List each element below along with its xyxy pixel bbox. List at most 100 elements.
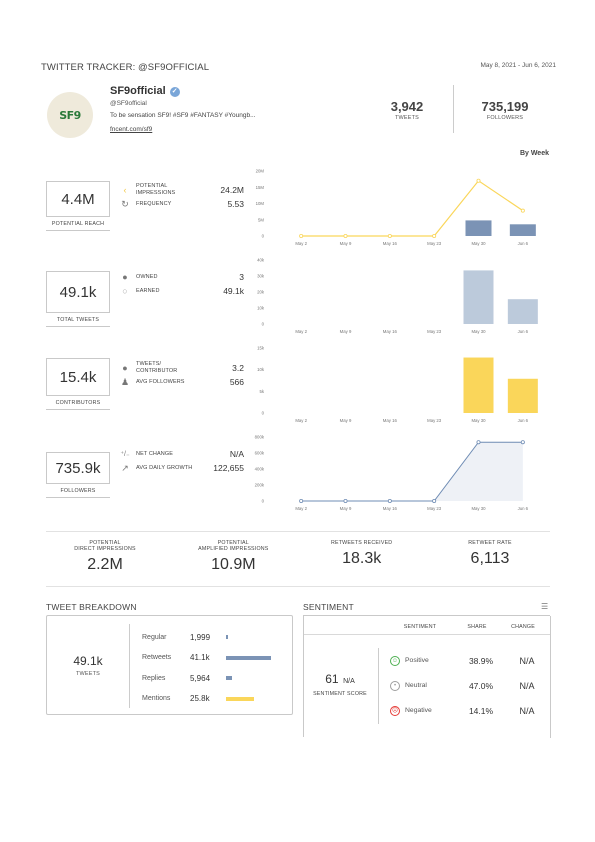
plus-minus-icon: ⁺/₋ [120, 451, 130, 458]
by-week-label[interactable]: By Week [519, 150, 549, 157]
summary-amplified-impressions: POTENTIAL AMPLIFIED IMPRESSIONS 10.9M [198, 540, 269, 573]
metric-value: 49.1k [223, 286, 244, 296]
kpi-value: 15.4k [59, 368, 97, 386]
profile-link[interactable]: fncent.com/sf9 [110, 126, 153, 133]
metric-value: 24.2M [220, 184, 244, 195]
metric-label: NET CHANGE [136, 450, 173, 457]
summary-direct-impressions: POTENTIAL DIRECT IMPRESSIONS 2.2M [74, 540, 136, 573]
metric-label: FREQUENCY [136, 200, 172, 207]
growth-chart-icon: ↗ [121, 462, 129, 473]
kpi-value: 735.9k [55, 459, 101, 477]
breakdown-bar [226, 655, 271, 660]
kpi-underline [46, 326, 110, 327]
divider [453, 85, 454, 133]
profile-name-text: SF9official [110, 85, 166, 97]
summary-row: POTENTIAL DIRECT IMPRESSIONS 2.2M POTENT… [45, 540, 550, 574]
weekly-charts: 20M 15M 10M 5M 0 May 2 May 9 May 16 May 23 May 30… [255, 169, 538, 511]
x-tick-label: May 23 [427, 329, 442, 334]
data-point [343, 233, 348, 238]
breakdown-value: 25.8k [190, 694, 210, 704]
panel-edge [550, 616, 551, 738]
bar [463, 270, 494, 324]
kpi-value-box: 735.9k [46, 452, 110, 484]
bar [507, 299, 538, 324]
sentiment-share: 14.1% [468, 705, 494, 716]
metric-value: 5.53 [227, 199, 244, 209]
y-tick-label: 15k [257, 346, 265, 351]
y-tick-label: 200k [255, 483, 265, 488]
speech-bubble-icon: ● [122, 272, 128, 282]
sentiment-share: 47.0% [468, 680, 494, 691]
data-point [299, 498, 304, 503]
y-tick-label: 0 [262, 411, 265, 416]
breakdown-rows: Regular 1,999 Retweets 41.1k Replies 5,964 Men… [142, 627, 287, 709]
metrics-row-1: ‹ POTENTIAL IMPRESSIONS 24.2M ↻ FREQUENCY… [120, 182, 245, 211]
breakdown-label: Mentions [142, 695, 171, 703]
x-tick-label: May 2 [295, 329, 307, 334]
kpi-contributors: 15.4k CONTRIBUTORS [46, 358, 110, 410]
report-title: TWITTER TRACKER: @SF9OFFICIAL [41, 62, 210, 73]
series-line [301, 441, 523, 502]
kpi-label: FOLLOWERS [60, 488, 96, 494]
refresh-icon: ↻ [121, 198, 129, 209]
tweets-count-label: TWEETS [394, 115, 420, 121]
sentiment-header: SENTIMENT SHARE CHANGE [304, 616, 550, 635]
x-tick-label: May 9 [340, 329, 352, 334]
y-tick-label: 20k [257, 290, 265, 295]
metrics-row-4: ⁺/₋ NET CHANGE N/A ↗ AVG DAILY GROWTH 12… [120, 447, 245, 475]
kpi-label: TOTAL TWEETS [56, 317, 100, 323]
kpi-total-tweets: 49.1k TOTAL TWEETS [46, 271, 110, 327]
data-point [299, 233, 304, 238]
metric-label: EARNED [136, 287, 160, 294]
breakdown-panel: 49.1k TWEETS Regular 1,999 Retweets 41.1k Re… [46, 615, 293, 715]
kpi-label: POTENTIAL REACH [51, 221, 105, 227]
sentiment-score: 61 N/A SENTIMENT SCORE [313, 672, 367, 697]
data-point [476, 178, 481, 183]
y-tick-label: 40k [257, 258, 265, 263]
breakdown-value: 41.1k [190, 653, 210, 663]
sentiment-change: N/A [519, 655, 535, 666]
metric-label: OWNED [136, 273, 158, 280]
kpi-underline [46, 230, 110, 231]
breakdown-label: Retweets [142, 654, 172, 662]
x-tick-label: May 2 [295, 241, 307, 246]
kpi-potential-reach: 4.4M POTENTIAL REACH [46, 181, 110, 231]
x-tick-label: May 16 [383, 506, 398, 511]
data-point [476, 440, 481, 445]
x-tick-label: Jun 6 [518, 329, 529, 334]
people-icon: ♟ [120, 376, 130, 387]
sentiment-share: 38.9% [468, 655, 494, 666]
x-tick-label: Jun 6 [518, 418, 529, 423]
breakdown-bar [226, 676, 233, 681]
sentiment-label: Neutral [405, 682, 427, 689]
sentiment-divider [378, 648, 379, 724]
metric-value: 566 [229, 377, 244, 387]
y-tick-label: 5k [259, 389, 264, 394]
data-point [343, 498, 348, 503]
data-point [520, 440, 525, 445]
metric-label: POTENTIAL IMPRESSIONS [136, 182, 176, 196]
arrow-left-icon: ‹ [123, 184, 127, 195]
x-tick-label: May 9 [340, 241, 352, 246]
profile-bio: To be sensation SF9! #SF9 #FANTASY #Youn… [110, 112, 256, 119]
breakdown-divider [129, 624, 130, 708]
x-tick-label: May 2 [295, 506, 307, 511]
kpi-value: 4.4M [61, 190, 95, 208]
sentiment-change: N/A [519, 680, 535, 691]
sentiment-row: • Neutral 47.0% N/A [390, 673, 550, 698]
kpi-value-box: 4.4M [46, 181, 110, 217]
y-tick-label: 400k [255, 467, 265, 472]
breakdown-bar [226, 696, 255, 701]
kpi-value: 49.1k [59, 283, 97, 301]
speech-bubble-outline-icon: ○ [122, 286, 128, 296]
y-tick-label: 5M [258, 217, 264, 222]
data-point [520, 208, 525, 213]
date-range: May 8, 2021 - Jun 6, 2021 [480, 62, 556, 69]
metric-label: AVG DAILY GROWTH [136, 464, 193, 471]
x-tick-label: May 16 [383, 329, 398, 334]
kpi-value-box: 15.4k [46, 358, 110, 396]
sentiment-label: Positive [405, 657, 429, 664]
frown-icon: ☹ [390, 705, 400, 716]
menu-icon[interactable]: ☰ [541, 602, 549, 611]
data-point [387, 498, 392, 503]
